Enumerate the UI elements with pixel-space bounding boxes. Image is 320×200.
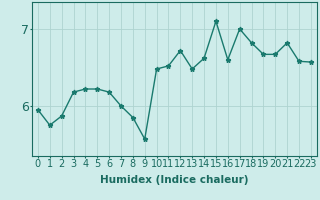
- X-axis label: Humidex (Indice chaleur): Humidex (Indice chaleur): [100, 175, 249, 185]
